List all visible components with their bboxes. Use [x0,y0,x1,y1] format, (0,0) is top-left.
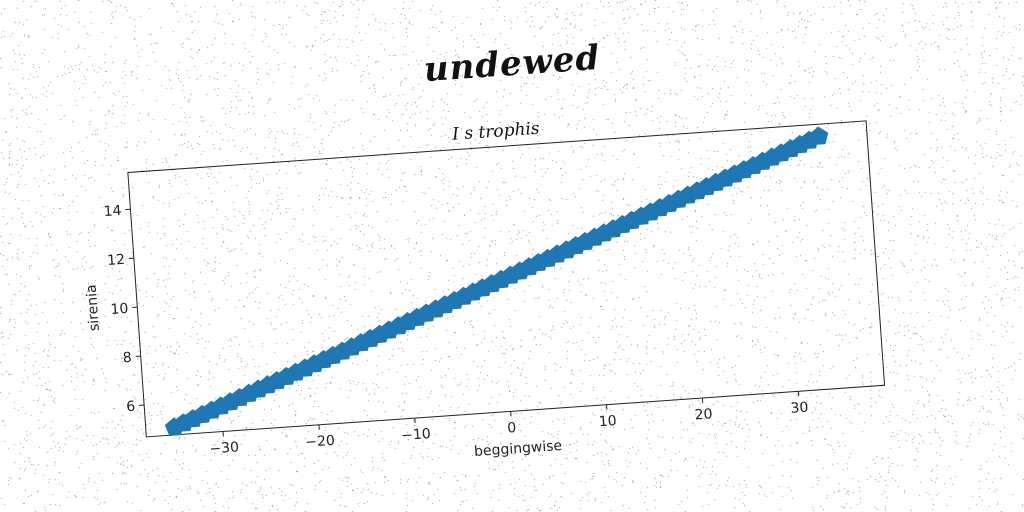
data-points [164,126,829,436]
x-tick-label: −20 [305,433,336,451]
x-tick-label: −10 [401,426,432,444]
x-tick-label: 30 [790,400,809,417]
y-axis-label: sirenia [84,284,103,332]
chart-title: I s trophis [451,119,541,145]
y-tick-label: 8 [122,350,132,367]
x-tick-label: 10 [598,413,617,430]
x-tick-label: 20 [694,406,713,423]
y-axis-ticks: 6 8 10 12 14 [103,203,145,416]
x-axis-ticks: −30 −20 −10 0 10 20 30 [209,391,809,457]
plot-frame [127,120,886,438]
x-tick-label: −30 [209,439,240,457]
x-axis-label: beggingwise [474,438,563,460]
y-tick-label: 10 [110,301,129,318]
y-tick-label: 6 [126,399,136,416]
data-point [809,126,829,145]
y-tick-label: 14 [103,203,122,220]
y-tick-label: 12 [107,252,126,269]
x-tick-label: 0 [507,420,517,437]
